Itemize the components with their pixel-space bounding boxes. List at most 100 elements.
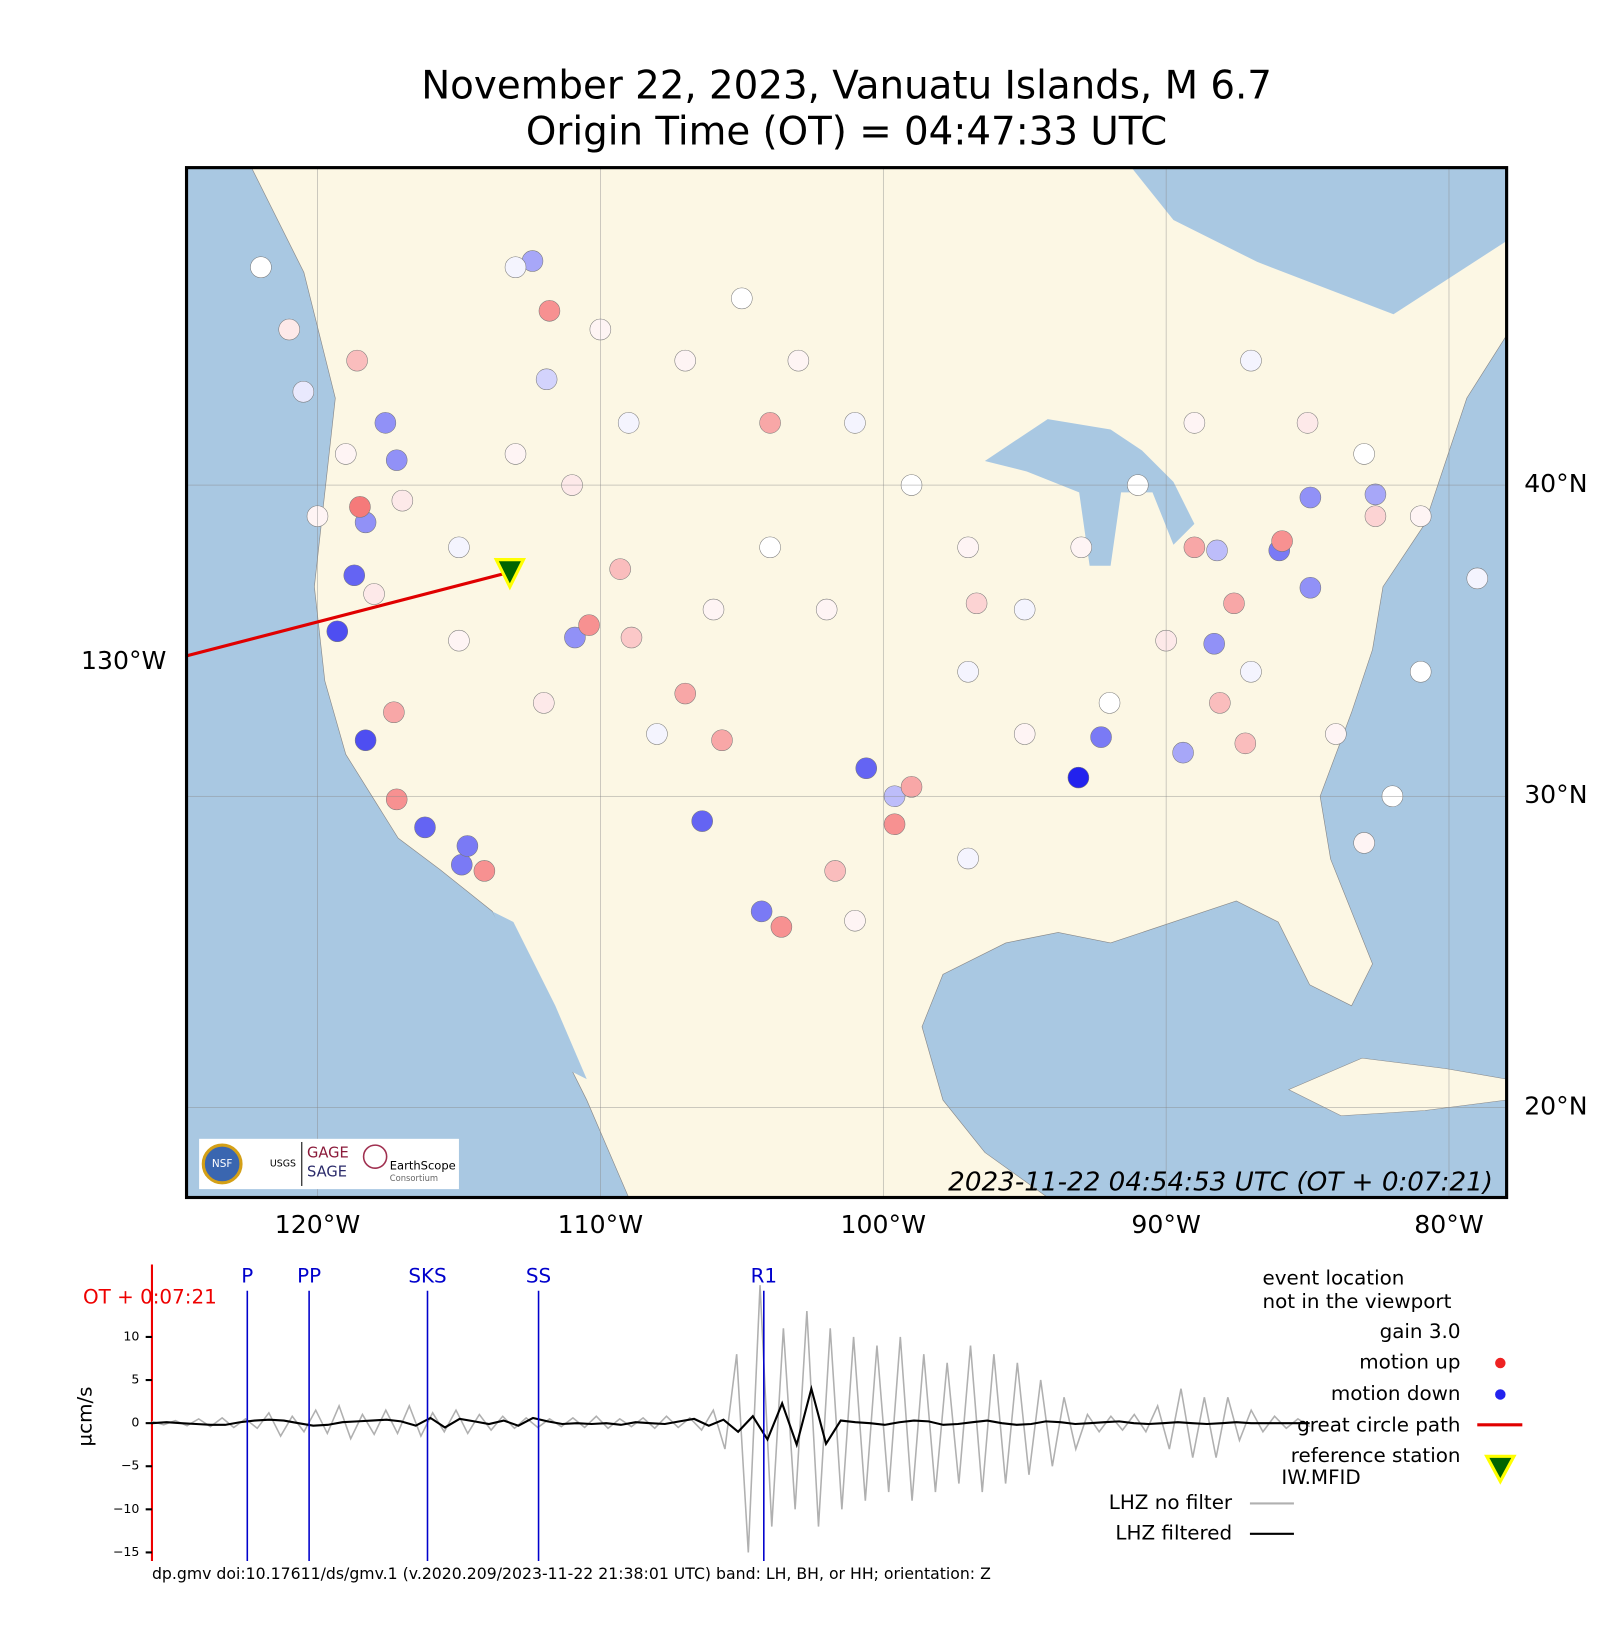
ot-label: OT + 0:07:21: [83, 1286, 217, 1309]
earthscope-text: EarthScope: [390, 1159, 456, 1173]
station: [770, 916, 793, 938]
station: [533, 692, 555, 714]
station: [1090, 726, 1112, 748]
station: [855, 757, 878, 779]
station: [335, 443, 357, 465]
phase-label: SKS: [408, 1265, 446, 1288]
nsf-logo: [201, 1143, 243, 1185]
station: [957, 661, 979, 683]
station: [1296, 412, 1319, 434]
station: [617, 412, 640, 434]
station: [1067, 766, 1090, 789]
station: [448, 536, 470, 559]
station: [1409, 661, 1432, 683]
y-tick-label: 0: [131, 1415, 139, 1430]
station: [1271, 530, 1293, 552]
legend-text: LHZ filtered: [1115, 1521, 1232, 1544]
y-axis-label: µcm/s: [73, 1386, 96, 1446]
lon-tick-label: 120°W: [275, 1210, 361, 1239]
hudson-bay: [1131, 167, 1507, 315]
earthscope-logo: [362, 1144, 388, 1169]
legend-text: motion down: [1331, 1382, 1461, 1405]
station: [1364, 483, 1387, 506]
station: [965, 592, 988, 615]
logo-box: NSF USGS GAGE SAGE EarthScope Consortium: [199, 1138, 459, 1190]
lon-tick-label: 100°W: [841, 1210, 927, 1239]
station: [451, 853, 473, 876]
station: [1172, 741, 1194, 764]
legend-text: event location: [1263, 1267, 1405, 1290]
station: [448, 629, 470, 652]
station: [391, 489, 414, 512]
station: [1364, 505, 1387, 527]
station: [504, 256, 527, 279]
map: [186, 167, 1544, 1198]
footer: dp.gmv doi:10.17611/ds/gmv.1 (v.2020.209…: [152, 1564, 991, 1583]
lon-tick-label: 90°W: [1131, 1210, 1201, 1239]
legend-text: IW.MFID: [1281, 1466, 1360, 1489]
station: [564, 626, 586, 649]
station: [349, 496, 371, 518]
legend-text: not in the viewport: [1263, 1290, 1452, 1313]
legend-up: [1495, 1357, 1506, 1369]
station: [1353, 832, 1375, 854]
station: [1206, 539, 1228, 562]
y-tick-label: −15: [113, 1544, 140, 1559]
station: [844, 412, 866, 434]
station: [750, 900, 773, 923]
station: [900, 776, 923, 798]
station: [711, 729, 733, 751]
station: [759, 536, 781, 559]
reference-station: [493, 558, 527, 591]
station: [578, 614, 600, 636]
legend-down: [1495, 1389, 1506, 1400]
phase-label: R1: [751, 1265, 777, 1288]
lat-tick-label: 40°N: [1524, 469, 1587, 498]
station: [1070, 536, 1092, 559]
station: [354, 729, 377, 751]
subtitle: Origin Time (OT) = 04:47:33 UTC: [526, 110, 1167, 155]
y-tick-label: −5: [121, 1458, 140, 1473]
station: [1523, 630, 1544, 651]
station: [383, 701, 405, 723]
station: [1013, 723, 1036, 745]
y-tick-label: 10: [123, 1328, 139, 1343]
station: [1353, 443, 1375, 465]
station: [535, 368, 558, 391]
station: [292, 380, 315, 403]
great-circle-path: [186, 570, 511, 658]
station: [250, 256, 272, 279]
station: [1325, 723, 1347, 745]
station: [1209, 692, 1231, 714]
station: [957, 847, 979, 870]
station: [1409, 505, 1432, 527]
phase-label: PP: [297, 1265, 321, 1288]
station: [646, 723, 668, 745]
station: [1183, 536, 1206, 559]
legend-ref: [1484, 1454, 1517, 1485]
station: [1234, 732, 1257, 755]
sage-text: SAGE: [307, 1163, 347, 1180]
station: [702, 598, 725, 621]
station: [824, 860, 846, 882]
nsf-text: NSF: [212, 1158, 232, 1170]
station: [414, 816, 436, 839]
station: [385, 449, 408, 471]
y-tick-label: 5: [131, 1372, 139, 1387]
lat-tick-label: 30°N: [1524, 780, 1587, 809]
station: [385, 788, 408, 811]
great-lakes: [984, 419, 1195, 566]
station: [815, 598, 838, 621]
station: [620, 626, 643, 649]
station: [957, 536, 979, 559]
gage-text: GAGE: [307, 1144, 349, 1161]
station: [374, 412, 397, 434]
station: [1098, 692, 1121, 714]
station: [346, 349, 368, 372]
station: [731, 287, 753, 310]
map-frame: [184, 166, 1509, 1200]
trace-filtered: [151, 1384, 1310, 1449]
y-tick-label: −10: [113, 1501, 140, 1516]
